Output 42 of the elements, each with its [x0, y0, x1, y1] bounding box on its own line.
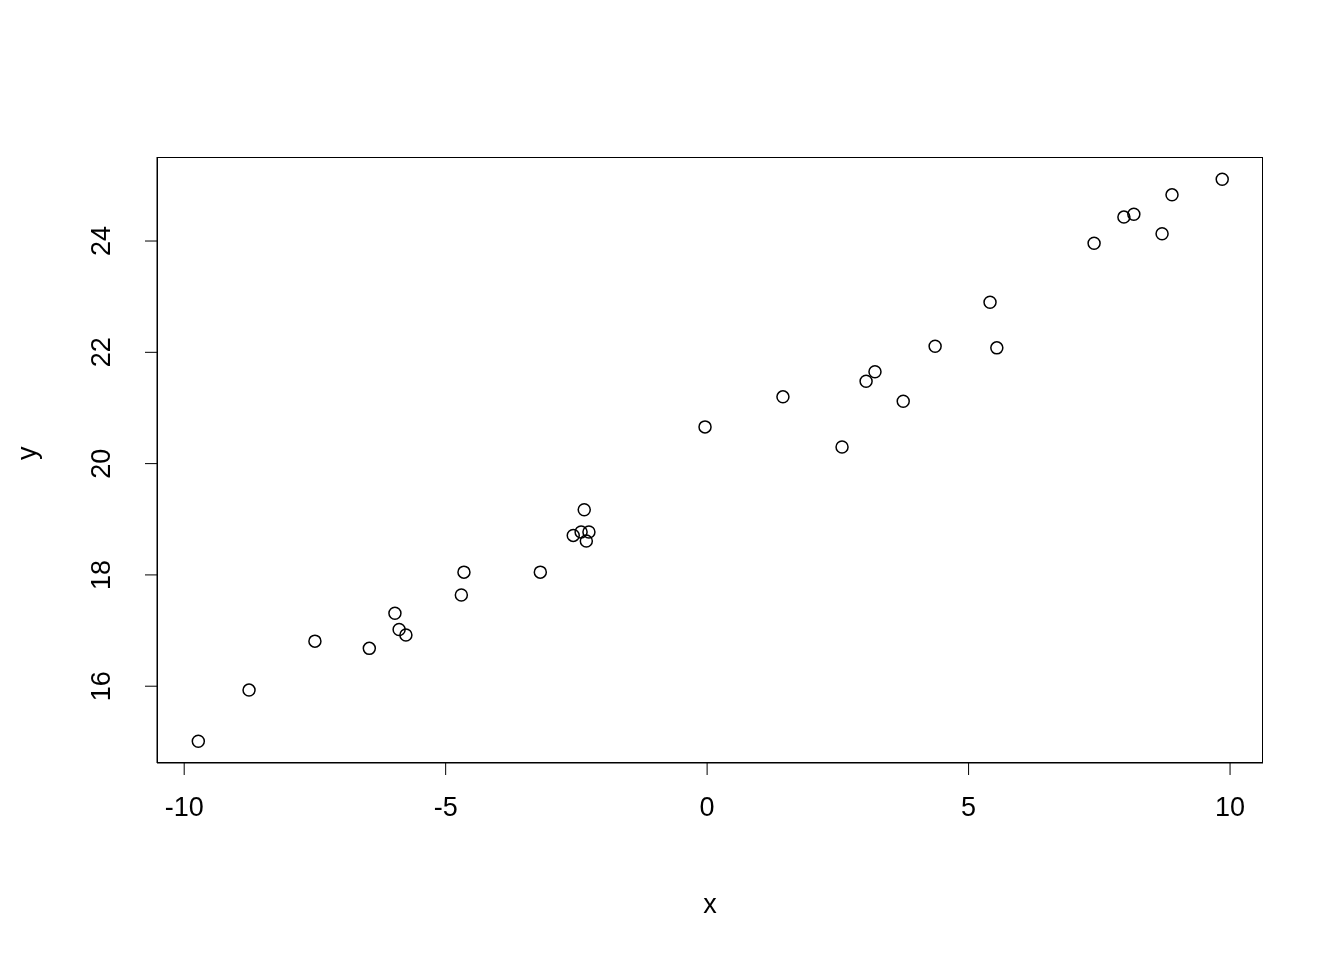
point [392, 622, 406, 637]
point [859, 374, 873, 389]
x-tick-label: 10 [1215, 792, 1246, 823]
point [1117, 210, 1131, 224]
point [1165, 188, 1179, 202]
point [457, 565, 471, 579]
point [574, 525, 588, 539]
point [579, 534, 594, 548]
point [533, 565, 548, 579]
y-tick-label: 20 [86, 448, 117, 479]
point [698, 420, 712, 434]
point [577, 503, 591, 517]
point [868, 365, 882, 379]
y-axis-title: y [11, 446, 42, 460]
point [1087, 236, 1101, 250]
point [990, 341, 1004, 355]
point [1155, 227, 1169, 241]
x-axis-title: x [703, 889, 718, 919]
y-tick-label: 24 [86, 226, 117, 257]
point [308, 634, 322, 648]
point [896, 394, 910, 409]
point [362, 641, 377, 656]
point [1215, 172, 1229, 187]
point [454, 588, 469, 602]
point [776, 390, 790, 404]
x-tick-label: -5 [433, 792, 458, 823]
x-tick-label: 5 [961, 792, 977, 823]
point [388, 606, 402, 621]
point [399, 628, 413, 642]
x-tick-label: -10 [164, 792, 204, 823]
point [983, 295, 997, 309]
x-tick-label: 0 [699, 792, 715, 823]
y-tick-label: 16 [86, 671, 117, 702]
point [1127, 207, 1141, 222]
point [242, 683, 256, 697]
point [835, 440, 849, 454]
y-tick-label: 22 [86, 337, 117, 368]
point [566, 528, 580, 543]
point [582, 525, 596, 539]
point [191, 734, 206, 749]
y-tick-label: 18 [86, 559, 117, 590]
point [928, 339, 942, 353]
